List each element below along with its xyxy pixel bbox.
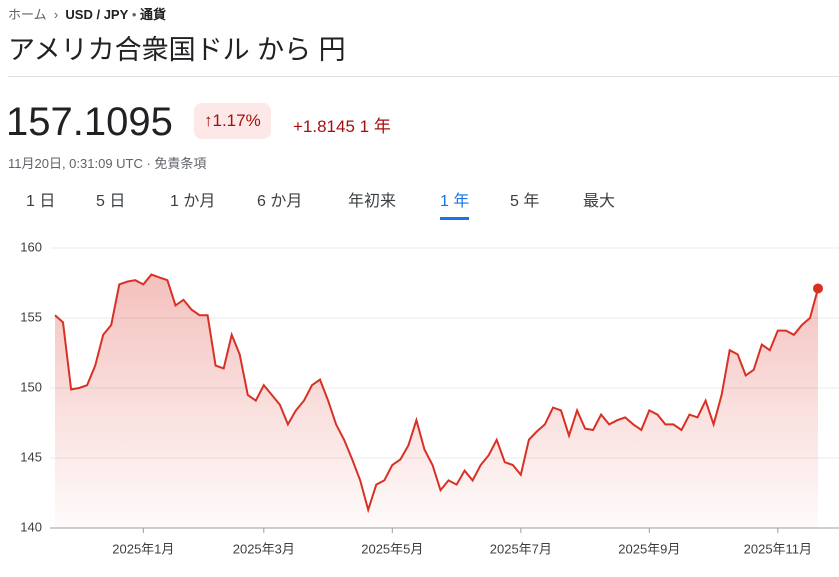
x-tick-label: 2025年3月 xyxy=(233,541,295,556)
line xyxy=(54,273,819,514)
change-percent: 1.17% xyxy=(212,111,261,130)
crumb-pair[interactable]: USD / JPY xyxy=(65,7,129,22)
price: 157.1095 xyxy=(6,100,173,144)
crumb-home[interactable]: ホーム xyxy=(8,7,47,22)
y-tick-label: 145 xyxy=(20,449,42,464)
range-tab[interactable]: 5 年 xyxy=(510,193,540,210)
y-tick-label: 155 xyxy=(20,309,42,324)
range-tab[interactable]: 年初来 xyxy=(348,193,397,210)
x-tick-label: 2025年1月 xyxy=(112,541,174,556)
breadcrumb: ホーム › USD / JPY • 通貨 xyxy=(8,7,167,22)
x-tick-label: 2025年7月 xyxy=(490,541,552,556)
x-tick-label: 2025年11月 xyxy=(744,541,812,556)
area xyxy=(55,274,818,528)
range-tab[interactable]: 1 か月 xyxy=(170,193,216,210)
range-tab[interactable]: 5 日 xyxy=(96,193,126,210)
timestamp: 11月20日, 0:31:09 UTC · 免責条項 xyxy=(8,156,207,171)
last-point xyxy=(813,283,823,294)
range-tab[interactable]: 1 年 xyxy=(440,187,470,220)
y-tick-label: 150 xyxy=(20,379,42,394)
x-tick-label: 2025年9月 xyxy=(618,541,680,556)
range-tab[interactable]: 最大 xyxy=(583,193,616,210)
title: アメリカ合衆国ドル から 円 xyxy=(8,35,346,65)
range-tab[interactable]: 1 日 xyxy=(26,193,56,210)
y-tick-label: 160 xyxy=(20,239,42,254)
y-tick-label: 140 xyxy=(20,519,42,534)
range-tab[interactable]: 6 か月 xyxy=(257,193,303,210)
x-tick-label: 2025年5月 xyxy=(361,541,423,556)
change-percent-chip: ↑1.17% xyxy=(194,103,271,139)
change-period: 1 年 xyxy=(359,117,391,136)
change: +1.8145 1 年 xyxy=(293,112,391,137)
divider xyxy=(8,76,839,77)
change-value: +1.8145 xyxy=(293,117,355,136)
crumb-category[interactable]: 通貨 xyxy=(140,7,167,22)
